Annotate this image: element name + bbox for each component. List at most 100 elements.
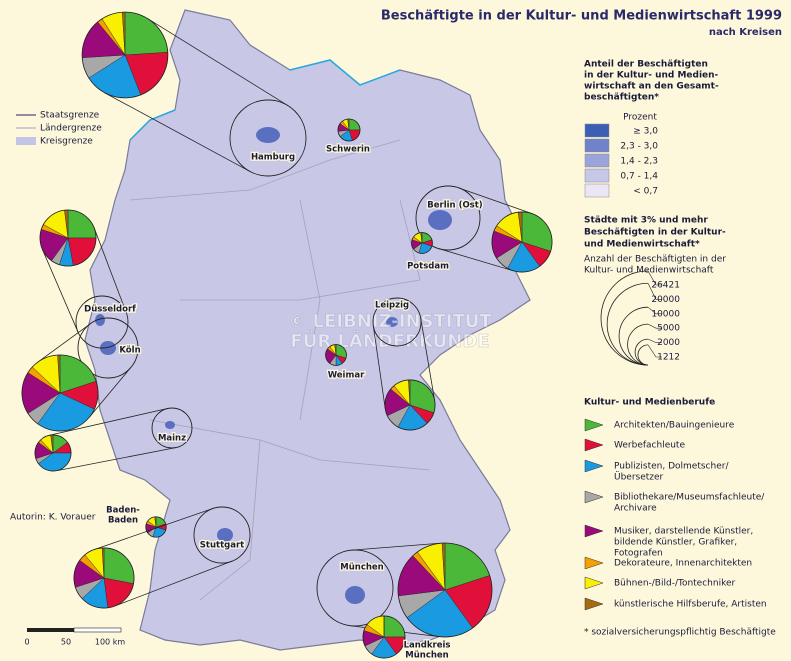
city-connector <box>104 92 251 172</box>
class-label: 2,3 - 3,0 <box>620 142 658 152</box>
city-label: Berlin (Ost) <box>427 201 483 211</box>
category-label: Architekten/Bauingenieure <box>614 421 735 431</box>
pie-outline <box>491 211 553 273</box>
category-label: Bibliothekare/Museumsfachleute/ <box>614 493 765 503</box>
category-icon <box>584 556 604 570</box>
watermark: © LEIBNIZ-INSTITUT <box>288 311 492 332</box>
category-label: Archivare <box>614 504 657 514</box>
legend-label: Ländergrenze <box>40 124 102 134</box>
legend-title: in der Kultur- und Medien- <box>584 71 719 81</box>
city-connector <box>372 325 386 409</box>
scale-bar <box>27 628 74 632</box>
size-leader <box>647 338 662 343</box>
size-label: 1212 <box>657 353 680 363</box>
city-connector <box>41 248 79 333</box>
pie-outline <box>34 434 72 472</box>
size-label: 2000 <box>657 338 680 348</box>
size-leader <box>647 283 662 300</box>
city-label: Baden- <box>106 506 140 516</box>
city-connector <box>37 323 91 363</box>
category-icon <box>584 597 604 611</box>
city-ring <box>193 506 251 564</box>
city-label: Landkreis <box>404 641 451 651</box>
class-label: ≥ 3,0 <box>633 127 658 137</box>
legend-title: Anteil der Beschäftigten <box>584 60 708 70</box>
category-label: bildende Künstler, Grafiker, <box>614 538 737 548</box>
scale-label: 100 km <box>95 638 125 647</box>
pie-outline <box>397 542 493 638</box>
city-label: Baden <box>108 516 138 526</box>
legend-title: Kultur- und Medienberufe <box>584 398 715 408</box>
category-label: Übersetzer <box>614 472 664 483</box>
category-icon <box>584 418 604 432</box>
subtitle: nach Kreisen <box>709 27 782 38</box>
city-label: Mainz <box>158 434 186 444</box>
size-leader <box>647 323 662 329</box>
city-connector <box>48 408 168 436</box>
category-label: Dekorateure, Innenarchitekten <box>614 559 752 569</box>
pie-outline <box>21 354 99 432</box>
category-icon <box>584 459 604 473</box>
legend-title: beschäftigten* <box>584 93 659 103</box>
category-label: Bühnen-/Bild-/Tontechniker <box>614 579 736 589</box>
size-label: 20000 <box>651 295 680 305</box>
class-swatch <box>584 138 610 153</box>
state-borders <box>129 139 431 601</box>
legend-subtitle: Anzahl der Beschäftigten in der <box>584 255 726 265</box>
class-label: < 0,7 <box>633 187 658 197</box>
pie-outline <box>384 379 436 431</box>
size-circle <box>637 344 649 366</box>
legend-unit: Prozent <box>623 113 657 123</box>
size-label: 5000 <box>657 324 680 334</box>
legend-title: wirtschaft an den Gesamt- <box>584 82 719 92</box>
pie-outline <box>337 118 361 142</box>
city-connector <box>114 560 233 607</box>
size-leader <box>647 344 662 358</box>
watermark: FÜR LÄNDERKUNDE <box>290 330 489 352</box>
size-leader <box>647 306 662 315</box>
size-label: 26421 <box>651 281 680 291</box>
size-label: 10000 <box>651 309 680 319</box>
city-ring <box>415 185 481 251</box>
city-ring <box>75 295 129 349</box>
city-connector <box>147 18 289 107</box>
city-connector <box>93 227 127 313</box>
category-label: Werbefachleute <box>614 441 685 451</box>
legend-label: Kreisgrenze <box>40 137 93 147</box>
category-icon <box>584 524 604 538</box>
legend-swatch <box>16 137 36 145</box>
category-label: Publizisten, Dolmetscher/ <box>614 462 729 472</box>
footnote: * sozialversicherungspflichtig Beschäfti… <box>584 628 776 638</box>
category-label: künstlerische Hilfsberufe, Artisten <box>614 600 767 610</box>
legend-label: Staatsgrenze <box>40 111 100 121</box>
category-icon <box>584 438 604 452</box>
category-icon <box>584 490 604 504</box>
city-label: Hamburg <box>251 153 295 163</box>
city-label: Schwerin <box>326 145 370 155</box>
size-circle <box>627 323 649 366</box>
pie-outline <box>411 232 433 254</box>
pie-outline <box>325 344 347 366</box>
country-shape <box>84 9 531 651</box>
author: Autorin: K. Vorauer <box>10 513 96 523</box>
city-connector <box>88 366 132 418</box>
size-circle <box>618 306 649 366</box>
city-label: München <box>340 563 383 573</box>
city-ring <box>77 317 139 379</box>
class-swatch <box>584 153 610 168</box>
city-label: Weimar <box>328 371 365 381</box>
size-circle <box>606 282 649 366</box>
city-connector <box>94 508 213 550</box>
size-circle <box>600 270 649 366</box>
city-connector <box>458 187 533 215</box>
city-connector <box>438 248 514 272</box>
city-ring <box>229 99 307 177</box>
class-label: 1,4 - 2,3 <box>620 157 658 167</box>
city-connector <box>352 542 442 551</box>
pie-outline <box>362 615 406 659</box>
legend-title: und Medienwirtschaft* <box>584 240 700 250</box>
city-label: Köln <box>119 346 140 356</box>
scale-label: 0 <box>24 638 29 647</box>
city-label: München <box>405 651 448 661</box>
